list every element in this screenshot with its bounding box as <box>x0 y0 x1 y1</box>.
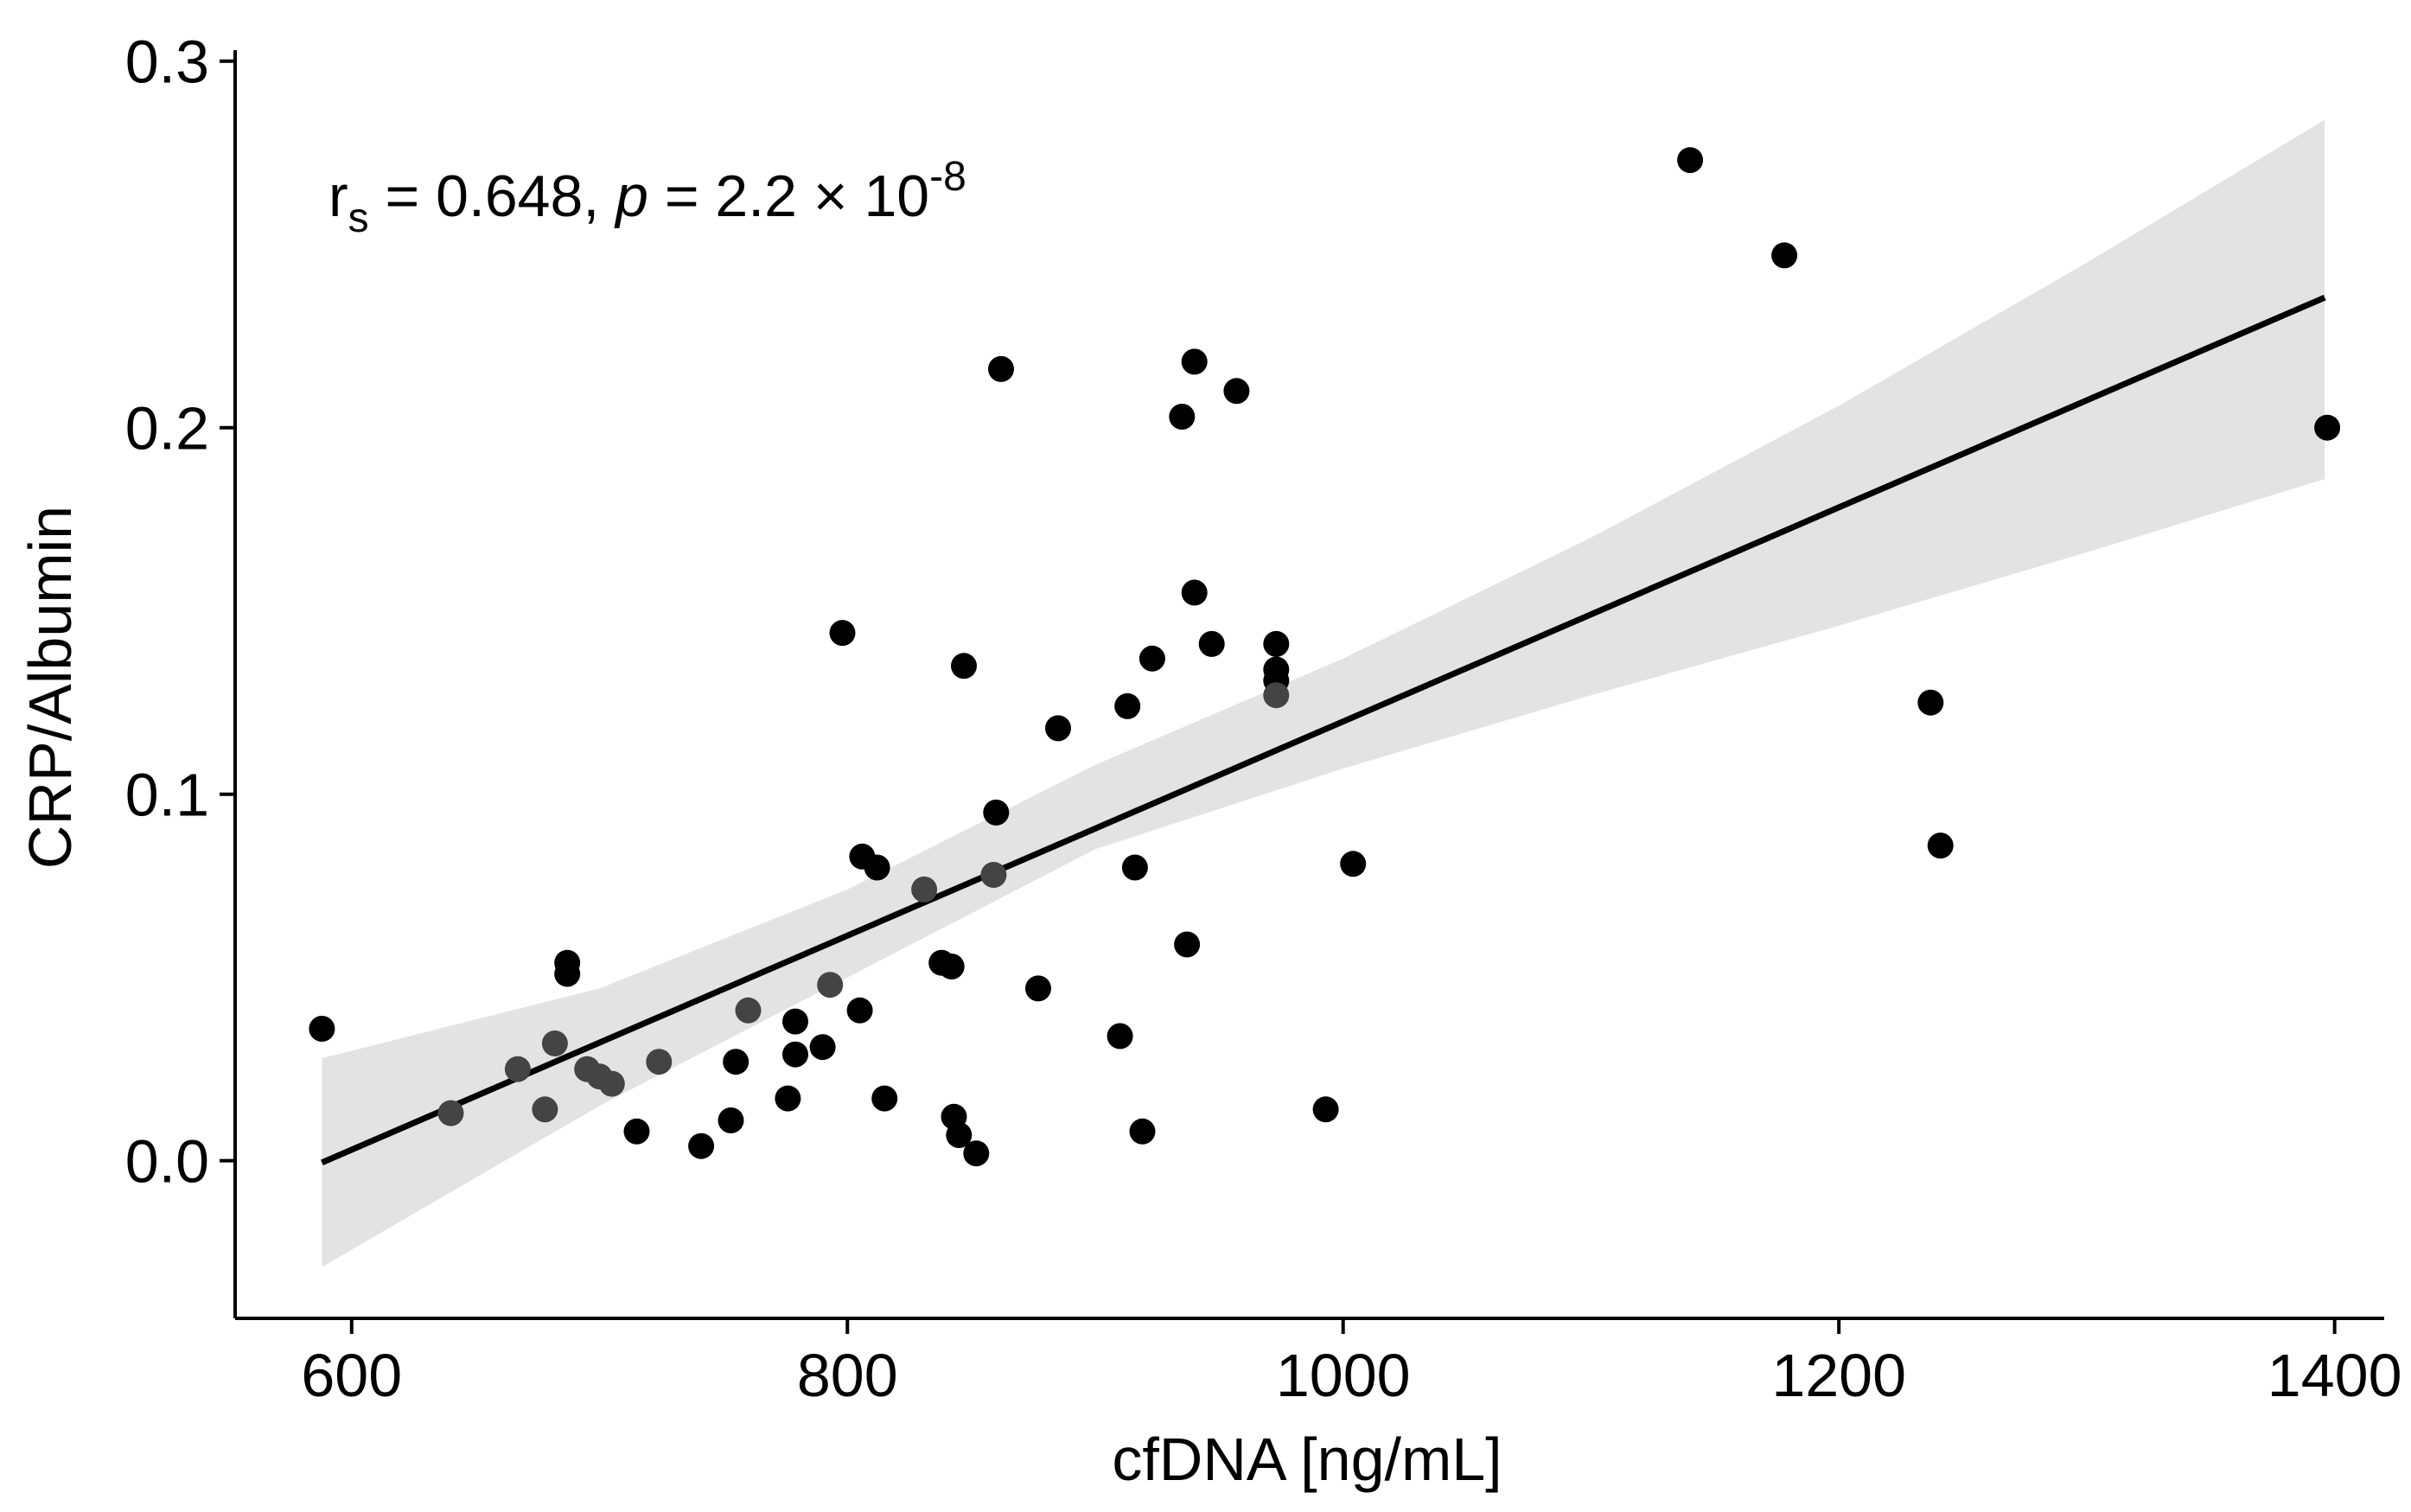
y-tick-label: 0.3 <box>125 29 209 96</box>
data-point <box>723 1049 749 1075</box>
ticks-layer: 600 800 1000 1200 1400 0.0 0.1 0.2 0.3 <box>125 29 2402 1409</box>
y-tick-label: 0.1 <box>125 762 209 829</box>
x-tick-label: 800 <box>797 1342 898 1409</box>
data-point <box>988 355 1014 382</box>
data-point <box>1114 692 1141 719</box>
data-point <box>1174 931 1201 958</box>
data-point <box>1139 645 1165 672</box>
data-point <box>504 1056 531 1082</box>
data-point <box>646 1049 673 1075</box>
data-point <box>782 1008 808 1035</box>
y-tick-label: 0.2 <box>125 395 209 463</box>
x-tick-label: 600 <box>301 1342 402 1409</box>
data-point <box>532 1096 558 1123</box>
data-point <box>1169 404 1196 430</box>
data-point <box>735 997 762 1024</box>
x-tick-label: 1400 <box>2267 1342 2402 1409</box>
y-tick-label: 0.0 <box>125 1128 209 1196</box>
data-point <box>1045 715 1071 742</box>
data-point <box>983 799 1010 826</box>
data-point <box>911 876 938 903</box>
data-point <box>554 960 581 987</box>
data-point <box>864 854 890 881</box>
data-point <box>817 972 844 998</box>
data-point <box>1025 975 1051 1002</box>
data-point <box>846 997 873 1024</box>
data-point <box>1181 348 1208 375</box>
data-point <box>1181 579 1208 606</box>
axes-layer <box>233 50 2384 1320</box>
data-point <box>623 1118 650 1145</box>
data-point <box>1223 378 1250 405</box>
data-point <box>2314 414 2341 441</box>
data-point <box>871 1085 898 1112</box>
data-point <box>1263 630 1290 657</box>
data-point <box>775 1085 801 1112</box>
annotation-p-value: = 2.2 × 10 <box>648 163 929 229</box>
data-point <box>1340 851 1367 877</box>
data-point <box>718 1107 744 1133</box>
data-points-layer <box>309 147 2341 1167</box>
confidence-band <box>322 119 2325 1267</box>
data-point <box>1917 689 1944 716</box>
data-point <box>1198 630 1225 657</box>
data-point <box>809 1034 836 1061</box>
data-point <box>1771 242 1798 269</box>
correlation-annotation: rs = 0.648, p = 2.2 × 10-8 <box>328 154 966 241</box>
annotation-r: r <box>328 163 348 229</box>
data-point <box>598 1070 625 1097</box>
regression-line-layer <box>320 294 2326 1166</box>
data-point <box>963 1140 990 1167</box>
data-point <box>938 954 965 979</box>
data-point <box>1263 682 1290 709</box>
annotation-p-exponent: -8 <box>929 154 966 200</box>
data-point <box>1677 147 1704 174</box>
data-point <box>1129 1118 1156 1145</box>
data-point <box>541 1030 568 1056</box>
data-point <box>1107 1023 1133 1049</box>
data-point <box>782 1041 808 1068</box>
x-tick-label: 1200 <box>1771 1342 1906 1409</box>
data-point <box>946 1122 973 1148</box>
y-axis-title: CRP/Albumin <box>16 506 84 869</box>
annotation-r-subscript: s <box>348 195 369 241</box>
data-point <box>980 862 1007 888</box>
data-point <box>688 1132 715 1159</box>
regression-line <box>320 294 2326 1166</box>
data-point <box>951 653 977 679</box>
data-point <box>1927 833 1954 859</box>
x-tick-label: 1000 <box>1276 1342 1411 1409</box>
data-point <box>437 1100 464 1126</box>
confidence-band-layer <box>322 119 2325 1267</box>
data-point <box>829 620 856 647</box>
annotation-rho-value: = 0.648, <box>369 163 616 229</box>
data-point <box>309 1016 335 1042</box>
data-point <box>1121 854 1148 881</box>
x-axis-title: cfDNA [ng/mL] <box>1112 1426 1502 1493</box>
data-point <box>1312 1096 1339 1123</box>
annotation-p: p <box>614 163 648 229</box>
